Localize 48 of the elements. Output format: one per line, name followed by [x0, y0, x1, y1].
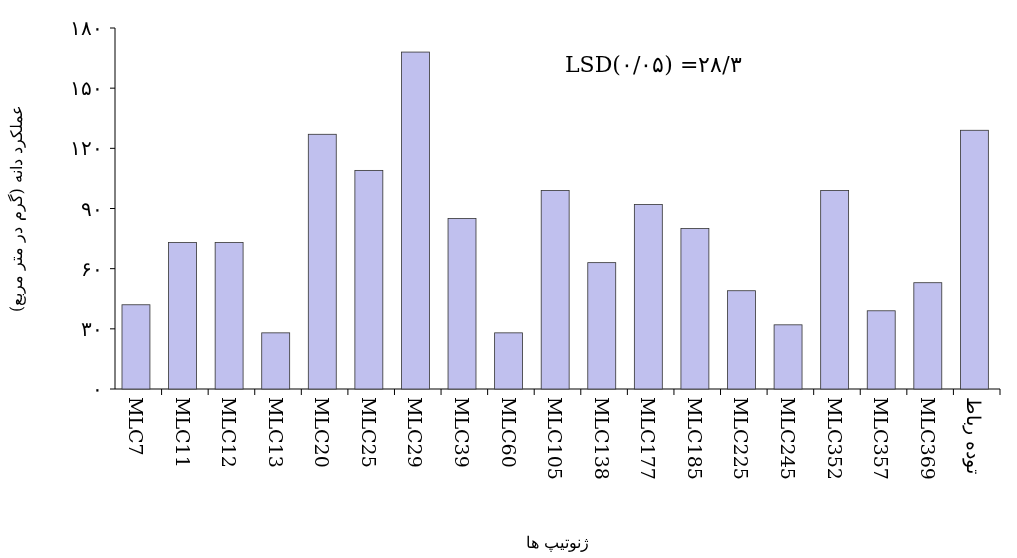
x-tick-label: MLC105 — [544, 397, 567, 480]
y-axis-title: عملکرد دانه (گرم در متر مربع) — [7, 105, 26, 312]
bar — [540, 190, 570, 390]
bar — [168, 242, 197, 390]
y-tick-label: ۳۰ — [81, 316, 103, 341]
annotation: LSD(۰/۰۵) =۲۸/۳ — [565, 52, 742, 77]
x-tick-label: MLC25 — [357, 397, 380, 468]
x-tick-label: MLC13 — [264, 397, 287, 468]
bar — [820, 190, 850, 390]
x-tick-label: MLC225 — [730, 397, 753, 480]
bar — [447, 218, 477, 390]
bar — [121, 304, 151, 390]
x-tick-label: MLC12 — [218, 397, 241, 468]
x-tick-label: MLC11 — [171, 397, 194, 468]
bar — [261, 332, 291, 390]
x-tick-label: MLC177 — [637, 397, 660, 480]
x-tick-label: MLC29 — [404, 397, 427, 468]
y-tick-label: ۱۸۰ — [70, 16, 103, 40]
bar — [960, 129, 989, 390]
x-tick-label: MLC138 — [590, 397, 613, 480]
x-tick-label: MLC352 — [823, 397, 846, 480]
x-tick-label: MLC20 — [311, 397, 334, 468]
bar — [727, 290, 756, 390]
bar — [773, 324, 803, 390]
x-tick-label: توده رباط — [962, 397, 986, 475]
x-tick-label: MLC185 — [683, 397, 706, 480]
bar — [401, 51, 430, 390]
y-tick-label: ۱۲۰ — [70, 136, 103, 161]
x-axis-title: ژنوتیپ ها — [525, 533, 590, 552]
y-tick-label: ۹۰ — [81, 196, 103, 221]
x-tick-label: MLC7 — [124, 397, 147, 456]
bar — [494, 332, 523, 390]
y-tick-label: ۶۰ — [81, 256, 103, 281]
bar — [214, 242, 244, 390]
x-tick-label: MLC369 — [916, 397, 939, 480]
x-tick-label: MLC60 — [497, 397, 520, 468]
bar — [587, 262, 617, 390]
y-tick-label: ۱۵۰ — [70, 76, 103, 101]
y-tick-label: ۰ — [92, 377, 103, 401]
x-tick-label: MLC39 — [451, 397, 474, 468]
bar — [913, 282, 943, 390]
x-tick-label: MLC357 — [870, 397, 893, 480]
bar — [633, 204, 663, 390]
x-tick-label: MLC245 — [777, 397, 800, 480]
bar — [680, 228, 710, 390]
bar — [866, 310, 896, 390]
bar — [354, 169, 384, 390]
bar — [307, 133, 337, 390]
